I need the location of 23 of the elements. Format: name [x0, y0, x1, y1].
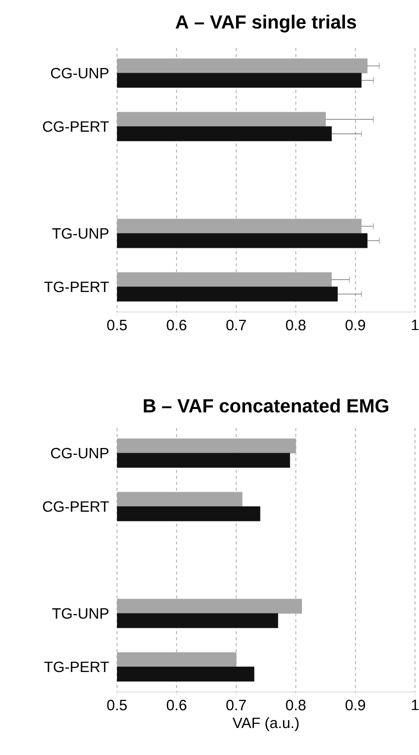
x-tick-label: 1	[412, 700, 418, 710]
x-tick-label: 0.7	[226, 320, 246, 330]
y-tick-label: TG-UNP	[52, 608, 108, 619]
x-axis-title: VAF (a.u.)	[232, 717, 299, 732]
y-tick-label: CG-UNP	[51, 68, 108, 78]
x-tick-label: 1	[412, 320, 418, 330]
y-tick-label: CG-PERT	[43, 121, 109, 132]
x-tick-label: 0.5	[107, 700, 127, 710]
y-tick-label: CG-PERT	[43, 501, 109, 512]
x-tick-label: 0.9	[346, 700, 366, 710]
x-tick-label: 0.7	[226, 700, 246, 710]
x-tick-label: 0.9	[346, 320, 366, 330]
x-tick-label: 0.5	[107, 320, 127, 330]
y-tick-label: CG-UNP	[51, 448, 108, 458]
y-tick-label: TG-PERT	[44, 662, 109, 672]
y-tick-label: TG-UNP	[52, 228, 108, 239]
x-tick-label: 0.8	[286, 700, 306, 710]
x-tick-label: 0.6	[166, 700, 186, 710]
x-tick-label: 0.6	[166, 320, 186, 330]
y-tick-label: TG-PERT	[44, 282, 109, 292]
chart-title: A – VAF single trials	[176, 14, 356, 32]
chart-title: B – VAF concatenated EMG	[144, 398, 388, 413]
x-tick-label: 0.8	[286, 320, 306, 330]
